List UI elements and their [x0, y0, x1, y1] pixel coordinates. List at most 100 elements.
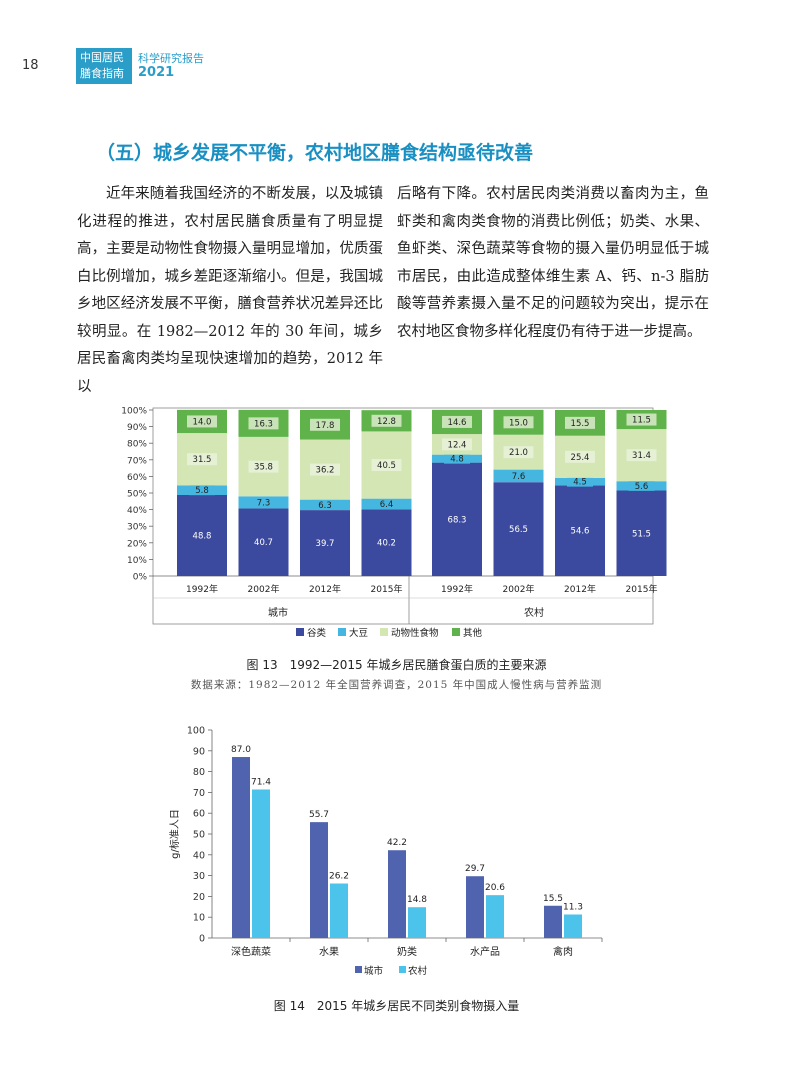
chart14-bar [544, 905, 562, 938]
chart13-value-label: 21.0 [509, 448, 528, 458]
chart14-legend-label: 城市 [364, 965, 384, 977]
chart13-label-bg [565, 450, 595, 463]
body-text-left: 近年来随着我国经济的不断发展，以及城镇化进程的推进，农村居民膳食质量有了明显提高… [77, 186, 383, 395]
chart13-label-bg [565, 416, 595, 429]
chart13-value-label: 12.8 [377, 417, 396, 427]
chart14-bar [408, 907, 426, 938]
chart13-y-tick-label: 10% [127, 556, 147, 566]
chart14-value-label: 29.7 [465, 864, 485, 874]
chart13-label-bg [371, 414, 402, 427]
chart13-bar-segment [300, 510, 350, 576]
chart14-value-label: 42.2 [387, 838, 407, 848]
chart13-value-label: 7.6 [512, 472, 526, 482]
chart14-bar [252, 789, 270, 938]
chart13-value-label: 40.5 [377, 461, 396, 471]
figure13-source: 数据来源：1982—2012 年全国营养调查，2015 年中国成人慢性病与营养监… [190, 679, 603, 691]
chart13-value-label: 68.3 [448, 515, 467, 525]
figure14-grouped-bar-chart: 0 10 20 30 40 50 60 70 80 90 100 g/标准人日 87.0 71.4 深色蔬菜… [169, 726, 603, 977]
chart13-label-bg [626, 413, 657, 426]
chart13-label-bg [187, 453, 217, 466]
chart13-legend-swatch [380, 628, 388, 636]
chart13-value-label: 6.4 [380, 500, 394, 510]
chart14-value-label: 14.8 [407, 895, 427, 905]
chart13-value-label: 4.5 [573, 478, 587, 488]
chart13-value-label: 56.5 [509, 525, 528, 535]
chart13-value-label: 36.2 [316, 466, 335, 476]
chart14-y-tick-label: 20 [193, 892, 205, 903]
chart13-label-bg [505, 470, 532, 481]
chart13-y-tick-label: 20% [127, 539, 147, 549]
chart13-value-label: 31.5 [193, 455, 212, 465]
chart14-y-tick-label: 60 [193, 809, 205, 820]
chart14-x-tick-label: 水产品 [470, 945, 500, 958]
chart13-value-label: 14.0 [193, 417, 212, 427]
chart13-bar-segment [361, 509, 412, 576]
chart13-bar-segment [238, 508, 289, 576]
chart14-x-tick-label: 深色蔬菜 [231, 945, 271, 958]
chart13-legend-swatch [338, 628, 346, 636]
chart13-bar-segment [555, 485, 605, 576]
chart13-label-bg [442, 438, 472, 451]
chart13-legend-label: 其他 [463, 627, 483, 639]
chart13-value-label: 15.0 [509, 418, 528, 428]
chart13-value-label: 17.8 [316, 421, 335, 431]
chart13-label-bg [250, 497, 277, 508]
chart14-bar [310, 822, 328, 938]
chart14-x-tick-label: 禽肉 [553, 945, 573, 958]
chart13-value-label: 14.6 [448, 418, 467, 428]
chart13-legend-label: 动物性食物 [391, 627, 439, 639]
chart14-value-label: 87.0 [231, 745, 251, 755]
chart14-bar [486, 895, 504, 938]
chart14-y-tick-label: 80 [193, 767, 205, 778]
chart13-value-label: 12.4 [448, 440, 467, 450]
figure13-stacked-bar-chart: 0% 10% 20% 30% 40% 50% 60% 70% 80% 90% 100% 48.8 5.8… [121, 407, 667, 639]
chart14-y-axis-title: g/标准人日 [169, 809, 181, 859]
chart13-label-bg [373, 498, 400, 509]
chart13-group-label: 城市 [268, 606, 288, 619]
chart13-label-bg [444, 453, 470, 464]
chart13-x-tick-label: 2002年 [248, 583, 280, 595]
chart13-value-label: 16.3 [254, 419, 273, 429]
chart14-y-tick-label: 10 [193, 913, 205, 924]
chart14-y-tick-label: 0 [199, 934, 205, 945]
chart13-label-bg [628, 480, 655, 491]
chart13-label-bg [503, 416, 534, 429]
guide-title-badge: 中国居民 膳食指南 [76, 48, 132, 84]
chart13-value-label: 4.8 [450, 455, 464, 465]
section-heading: （五）城乡发展不平衡，农村地区膳食结构亟待改善 [96, 142, 534, 164]
chart13-value-label: 31.4 [632, 451, 651, 461]
page-number: 18 [22, 58, 39, 73]
guide-title-line1: 中国居民 [80, 51, 124, 64]
chart13-legend-label: 谷类 [307, 627, 327, 639]
chart13-bar-segment [432, 462, 482, 576]
chart13-label-bg [371, 459, 402, 472]
body-text-right: 后略有下降。农村居民肉类消费以畜肉为主，鱼虾类和禽肉类食物的消费比例低；奶类、水… [397, 186, 709, 340]
chart14-legend-swatch [355, 966, 362, 973]
chart14-value-label: 55.7 [309, 810, 329, 820]
chart14-bar [330, 883, 348, 938]
chart13-legend-swatch [296, 628, 304, 636]
chart14-y-tick-label: 30 [193, 871, 205, 882]
chart13-legend-label: 大豆 [349, 627, 368, 639]
chart14-value-label: 15.5 [543, 894, 563, 904]
chart13-bar-segment [616, 490, 667, 576]
chart13-value-label: 5.8 [195, 486, 209, 496]
figure13-caption: 图 13 1992—2015 年城乡居民膳食蛋白质的主要来源 [246, 658, 547, 672]
chart13-value-label: 5.6 [635, 482, 649, 492]
chart14-value-label: 11.3 [563, 902, 583, 912]
figure14-caption: 图 14 2015 年城乡居民不同类别食物摄入量 [273, 999, 520, 1013]
chart13-y-tick-label: 60% [127, 473, 147, 483]
chart14-x-tick-label: 水果 [319, 946, 339, 958]
chart13-label-bg [248, 417, 279, 430]
chart13-y-tick-label: 70% [127, 456, 147, 466]
chart13-y-tick-label: 30% [127, 523, 147, 533]
chart13-y-tick-label: 80% [127, 440, 147, 450]
chart13-value-label: 15.5 [571, 419, 590, 429]
chart13-label-bg [626, 449, 657, 462]
chart14-legend-label: 农村 [408, 965, 428, 977]
chart13-value-label: 48.8 [193, 531, 212, 541]
chart13-x-tick-label: 1992年 [186, 583, 218, 595]
chart13-legend-swatch [452, 628, 460, 636]
chart13-x-tick-label: 2002年 [503, 583, 535, 595]
chart14-y-tick-label: 50 [193, 830, 205, 841]
